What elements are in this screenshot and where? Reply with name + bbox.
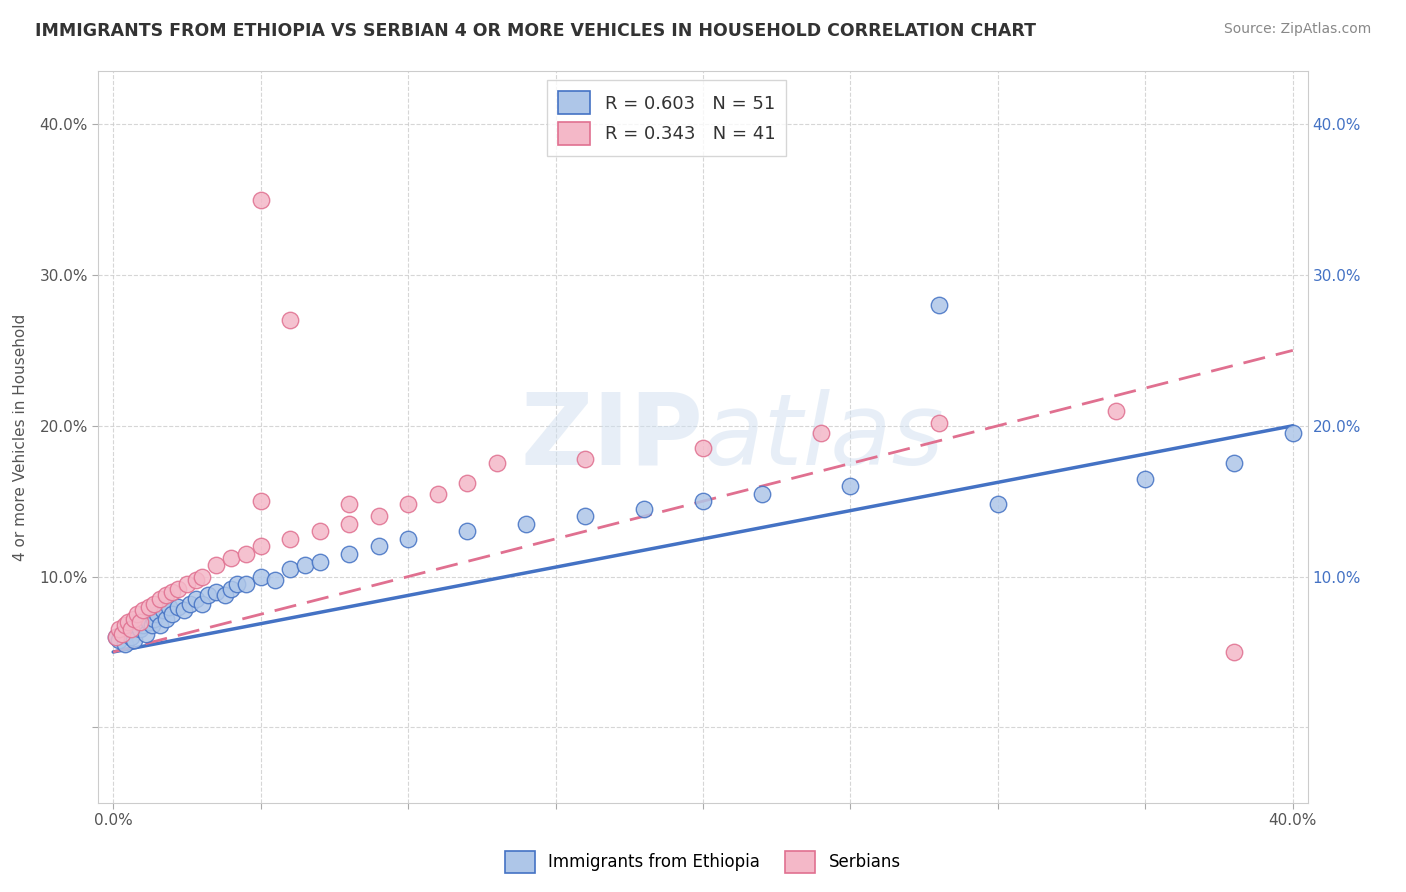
Point [122, 612, 145, 626]
Point [105, 630, 128, 644]
Point [179, 597, 201, 611]
Point [111, 627, 134, 641]
Point [456, 476, 478, 491]
Point [751, 486, 773, 500]
Point [128, 615, 150, 629]
Point [105, 630, 128, 644]
Point [278, 532, 301, 546]
Point [149, 592, 172, 607]
Point [205, 584, 228, 599]
Point [122, 632, 145, 647]
Point [367, 540, 389, 554]
Point [111, 627, 134, 641]
Point [125, 607, 148, 622]
Point [396, 497, 419, 511]
Point [367, 509, 389, 524]
Point [1135, 471, 1157, 485]
Point [205, 558, 228, 572]
Point [337, 516, 360, 531]
Point [633, 501, 655, 516]
Point [160, 584, 183, 599]
Point [114, 637, 136, 651]
Point [337, 497, 360, 511]
Point [574, 452, 596, 467]
Point [135, 627, 157, 641]
Point [308, 554, 330, 568]
Point [155, 612, 177, 626]
Point [1223, 457, 1246, 471]
Text: IMMIGRANTS FROM ETHIOPIA VS SERBIAN 4 OR MORE VEHICLES IN HOUSEHOLD CORRELATION : IMMIGRANTS FROM ETHIOPIA VS SERBIAN 4 OR… [35, 22, 1036, 40]
Point [987, 497, 1010, 511]
Point [219, 582, 242, 596]
Point [249, 569, 271, 583]
Point [226, 577, 249, 591]
Point [515, 516, 537, 531]
Point [184, 592, 207, 607]
Point [176, 577, 198, 591]
Point [143, 612, 166, 626]
Legend: R = 0.603   N = 51, R = 0.343   N = 41: R = 0.603 N = 51, R = 0.343 N = 41 [547, 80, 786, 156]
Point [278, 562, 301, 576]
Point [138, 599, 160, 614]
Point [264, 573, 287, 587]
Point [456, 524, 478, 539]
Point [278, 313, 301, 327]
Point [152, 603, 174, 617]
Point [157, 599, 180, 614]
Point [294, 558, 316, 572]
Point [219, 551, 242, 566]
Point [108, 632, 131, 647]
Point [167, 599, 190, 614]
Point [131, 617, 153, 632]
Point [149, 617, 172, 632]
Point [426, 486, 449, 500]
Point [190, 597, 212, 611]
Point [810, 426, 832, 441]
Text: atlas: atlas [703, 389, 945, 485]
Point [167, 582, 190, 596]
Point [160, 607, 183, 622]
Point [120, 630, 142, 644]
Point [839, 479, 862, 493]
Point [108, 623, 131, 637]
Point [143, 597, 166, 611]
Point [692, 494, 714, 508]
Point [485, 457, 508, 471]
Point [117, 623, 139, 637]
Point [249, 494, 271, 508]
Point [574, 509, 596, 524]
Point [1282, 426, 1305, 441]
Point [235, 547, 257, 561]
Point [138, 615, 160, 629]
Y-axis label: 4 or more Vehicles in Household: 4 or more Vehicles in Household [14, 313, 28, 561]
Text: ZIP: ZIP [520, 389, 703, 485]
Point [173, 603, 195, 617]
Point [235, 577, 257, 591]
Point [117, 615, 139, 629]
Point [128, 623, 150, 637]
Point [114, 617, 136, 632]
Point [125, 615, 148, 629]
Point [141, 617, 163, 632]
Point [928, 298, 950, 312]
Text: Source: ZipAtlas.com: Source: ZipAtlas.com [1223, 22, 1371, 37]
Point [308, 524, 330, 539]
Point [1105, 403, 1128, 417]
Point [249, 193, 271, 207]
Point [928, 416, 950, 430]
Point [120, 623, 142, 637]
Point [197, 588, 219, 602]
Point [146, 607, 169, 622]
Point [184, 573, 207, 587]
Point [249, 540, 271, 554]
Point [190, 569, 212, 583]
Legend: Immigrants from Ethiopia, Serbians: Immigrants from Ethiopia, Serbians [499, 845, 907, 880]
Point [131, 603, 153, 617]
Point [692, 442, 714, 456]
Point [1223, 645, 1246, 659]
Point [155, 588, 177, 602]
Point [396, 532, 419, 546]
Point [214, 588, 236, 602]
Point [337, 547, 360, 561]
